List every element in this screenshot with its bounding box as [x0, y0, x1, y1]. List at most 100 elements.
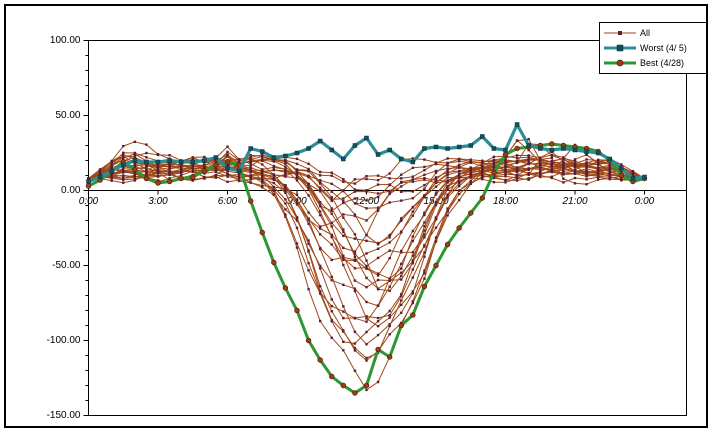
- series-all-marker: [527, 171, 530, 175]
- series-all-marker: [307, 167, 310, 171]
- series-all-marker: [261, 181, 264, 184]
- series-all-marker: [191, 163, 194, 166]
- series-all-marker: [330, 199, 333, 203]
- series-all-marker: [318, 247, 322, 251]
- series-all-marker: [504, 181, 507, 184]
- series-all-marker: [226, 175, 229, 178]
- series-all-marker: [110, 174, 113, 177]
- series-worst-marker: [422, 146, 427, 151]
- series-all-marker: [307, 287, 310, 291]
- series-all-marker: [342, 283, 345, 287]
- series-all-marker: [573, 182, 577, 185]
- legend-line-worst-icon: [604, 44, 636, 52]
- series-all-marker: [122, 174, 125, 178]
- series-all-marker: [342, 246, 345, 250]
- series-all-marker: [539, 175, 542, 179]
- series-all-marker: [261, 163, 264, 166]
- series-all-marker: [307, 175, 310, 179]
- series-all-marker: [596, 174, 600, 177]
- series-all-marker: [98, 168, 102, 172]
- series-all-marker: [423, 233, 426, 236]
- series-best-marker: [259, 229, 265, 236]
- series-all-marker: [515, 170, 519, 173]
- series-all-marker: [400, 293, 403, 296]
- series-all-marker: [585, 153, 588, 157]
- series-all-marker: [122, 153, 125, 156]
- series-all-marker: [237, 173, 241, 177]
- series-all-marker: [261, 155, 264, 158]
- series-all-marker: [330, 209, 333, 212]
- series-best-marker: [398, 322, 404, 329]
- series-all-marker: [110, 165, 113, 169]
- series-all-marker: [608, 173, 611, 176]
- series-all-marker: [400, 190, 403, 194]
- series-best-marker: [305, 337, 312, 344]
- series-all-marker: [631, 173, 635, 177]
- series-all-marker: [110, 162, 113, 165]
- series-all-marker: [249, 162, 252, 166]
- series-all-marker: [353, 316, 357, 320]
- series-all-marker: [365, 252, 368, 255]
- series-all-marker: [492, 162, 496, 165]
- series-all-marker: [318, 174, 322, 177]
- series-all-marker: [365, 219, 368, 222]
- series-all-marker: [122, 178, 125, 182]
- series-all-marker: [133, 140, 137, 144]
- series-worst-marker: [561, 146, 566, 151]
- series-all-marker: [504, 169, 507, 172]
- series-all-marker: [365, 174, 368, 178]
- series-all-marker: [133, 155, 137, 158]
- series-all-marker: [110, 159, 113, 163]
- series-all-marker: [550, 175, 554, 178]
- series-all-marker: [562, 161, 565, 165]
- series-all-marker: [330, 319, 333, 323]
- series-all-marker: [504, 160, 507, 163]
- series-all-marker: [365, 317, 368, 320]
- series-all-marker: [539, 156, 542, 159]
- series-all-marker: [388, 313, 391, 317]
- series-all-marker: [342, 340, 345, 344]
- series-all-marker: [504, 158, 507, 161]
- series-all-marker: [388, 241, 391, 244]
- series-all-marker: [353, 214, 357, 218]
- series-all-marker: [469, 160, 472, 163]
- series-all-marker: [562, 157, 565, 160]
- series-all-marker: [295, 168, 299, 172]
- series-all-marker: [330, 171, 333, 174]
- series-all-marker: [446, 193, 449, 196]
- series-worst-marker: [364, 135, 369, 141]
- series-all-marker: [353, 267, 357, 270]
- series-all-marker: [261, 186, 264, 189]
- series-all-marker: [179, 174, 183, 177]
- series-best-marker: [375, 346, 381, 353]
- series-all-marker: [469, 179, 472, 182]
- series-all-marker: [411, 235, 415, 238]
- series-all-marker: [527, 154, 530, 157]
- x-tick-label: 6:00: [217, 195, 238, 207]
- series-all-marker: [342, 199, 345, 203]
- series-all-marker: [562, 170, 565, 173]
- series-all-marker: [342, 349, 345, 352]
- series-all-marker: [504, 173, 507, 176]
- series-all-marker: [446, 171, 449, 174]
- series-all-marker: [365, 359, 368, 362]
- series-all-marker: [400, 199, 403, 202]
- series-all-marker: [400, 278, 403, 281]
- series-all-marker: [261, 174, 264, 178]
- series-all-marker: [550, 166, 554, 169]
- series-worst-marker: [190, 159, 195, 165]
- series-all-marker: [272, 166, 276, 169]
- series-all-marker: [585, 158, 588, 161]
- series-all-marker: [365, 343, 368, 346]
- series-all-marker: [608, 175, 611, 178]
- series-worst-marker: [86, 179, 91, 184]
- series-all-marker: [353, 237, 357, 240]
- series-all-marker: [400, 219, 403, 222]
- series-all-marker: [318, 290, 322, 293]
- series-all-marker: [527, 157, 530, 161]
- series-all-marker: [237, 159, 241, 162]
- series-all-marker: [515, 154, 519, 157]
- series-all-marker: [353, 197, 357, 200]
- series-worst-marker: [260, 149, 265, 154]
- series-all-marker: [376, 274, 380, 277]
